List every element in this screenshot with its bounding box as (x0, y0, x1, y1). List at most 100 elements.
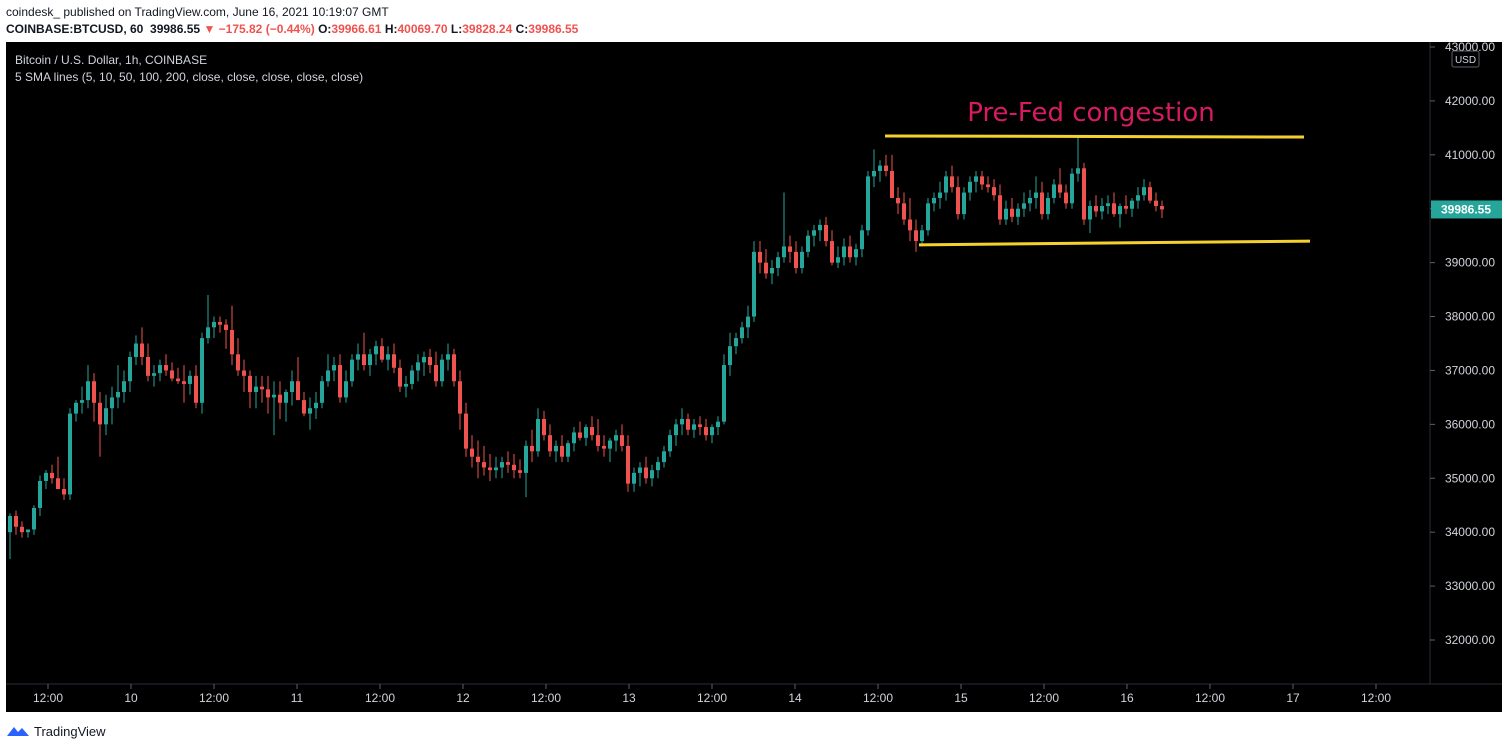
candle-body[interactable] (392, 354, 396, 368)
candle-body[interactable] (476, 456, 480, 463)
candle-body[interactable] (1130, 200, 1134, 209)
candle-body[interactable] (176, 378, 180, 382)
candle-body[interactable] (332, 365, 336, 371)
candle-body[interactable] (356, 354, 360, 360)
candle-body[interactable] (764, 262, 768, 274)
candle-body[interactable] (638, 467, 642, 473)
support-line[interactable] (918, 239, 1311, 247)
candle-body[interactable] (230, 330, 234, 355)
candle-body[interactable] (1070, 173, 1074, 204)
candle-body[interactable] (974, 176, 978, 182)
candle-body[interactable] (866, 176, 870, 231)
indicator-label[interactable]: 5 SMA lines (5, 10, 50, 100, 200, close,… (15, 70, 363, 84)
candle-body[interactable] (278, 394, 282, 403)
candle-body[interactable] (290, 381, 294, 393)
candle-body[interactable] (80, 400, 84, 403)
candle-body[interactable] (386, 354, 390, 360)
candle-body[interactable] (164, 365, 168, 371)
candle-body[interactable] (422, 356, 426, 363)
candle-body[interactable] (266, 389, 270, 398)
candle-body[interactable] (986, 184, 990, 188)
candle-body[interactable] (542, 418, 546, 436)
candle-body[interactable] (548, 435, 552, 452)
candle-body[interactable] (350, 359, 354, 382)
candle-body[interactable] (284, 392, 288, 403)
candle-body[interactable] (836, 257, 840, 263)
candle-body[interactable] (428, 356, 432, 366)
candle-body[interactable] (938, 192, 942, 198)
candle-body[interactable] (326, 370, 330, 382)
candle-body[interactable] (1076, 168, 1080, 174)
candle-body[interactable] (914, 230, 918, 242)
candle-body[interactable] (632, 472, 636, 484)
candle-body[interactable] (1010, 208, 1014, 217)
candle-body[interactable] (128, 356, 132, 382)
candle-body[interactable] (698, 424, 702, 428)
candle-body[interactable] (488, 467, 492, 471)
candle-body[interactable] (416, 362, 420, 371)
candle-body[interactable] (242, 370, 246, 376)
candle-body[interactable] (662, 451, 666, 463)
candle-body[interactable] (452, 354, 456, 382)
chart-area[interactable] (6, 42, 1502, 712)
candle-body[interactable] (854, 249, 858, 258)
candle-body[interactable] (962, 192, 966, 215)
candle-body[interactable] (194, 375, 198, 403)
author-name[interactable]: coindesk_ (6, 5, 61, 19)
candle-body[interactable] (1004, 208, 1008, 220)
candle-body[interactable] (134, 343, 138, 357)
candle-body[interactable] (1094, 206, 1098, 212)
candle-body[interactable] (992, 187, 996, 196)
candle-body[interactable] (530, 445, 534, 452)
candle-body[interactable] (1106, 203, 1110, 207)
candle-body[interactable] (848, 246, 852, 258)
candle-body[interactable] (602, 445, 606, 449)
candle-body[interactable] (482, 462, 486, 468)
candle-body[interactable] (512, 464, 516, 471)
candle-body[interactable] (692, 424, 696, 430)
candlestick-chart[interactable]: Pre-Fed congestion Bitcoin / U.S. Dollar… (6, 42, 1502, 712)
candle-body[interactable] (122, 381, 126, 393)
candle-body[interactable] (68, 413, 72, 495)
candle-body[interactable] (470, 448, 474, 457)
candle-body[interactable] (224, 324, 228, 331)
candle-body[interactable] (1082, 168, 1086, 220)
candle-body[interactable] (116, 392, 120, 398)
candle-body[interactable] (218, 321, 222, 325)
candle-body[interactable] (722, 365, 726, 422)
candle-body[interactable] (572, 432, 576, 444)
candle-body[interactable] (884, 165, 888, 171)
candle-body[interactable] (908, 219, 912, 231)
candle-body[interactable] (980, 176, 984, 185)
candle-body[interactable] (20, 526, 24, 533)
candle-body[interactable] (368, 354, 372, 366)
candle-body[interactable] (50, 472, 54, 479)
candle-body[interactable] (1046, 197, 1050, 215)
candle-body[interactable] (494, 467, 498, 471)
candle-body[interactable] (686, 418, 690, 430)
candle-body[interactable] (890, 170, 894, 198)
candle-body[interactable] (944, 176, 948, 193)
candle-body[interactable] (338, 365, 342, 398)
candle-body[interactable] (158, 365, 162, 374)
candle-body[interactable] (146, 356, 150, 376)
candle-body[interactable] (668, 435, 672, 452)
candle-body[interactable] (74, 402, 78, 414)
candle-body[interactable] (374, 346, 378, 355)
candle-body[interactable] (620, 435, 624, 446)
candle-body[interactable] (596, 435, 600, 446)
candle-body[interactable] (1142, 187, 1146, 196)
resistance-line[interactable] (884, 134, 1305, 139)
candle-body[interactable] (950, 176, 954, 188)
candle-body[interactable] (464, 413, 468, 449)
candle-body[interactable] (800, 251, 804, 269)
candle-body[interactable] (656, 462, 660, 471)
candle-body[interactable] (152, 373, 156, 376)
candle-body[interactable] (446, 354, 450, 360)
candle-body[interactable] (770, 268, 774, 274)
candle-body[interactable] (302, 400, 306, 414)
candle-body[interactable] (308, 408, 312, 414)
candle-body[interactable] (812, 230, 816, 236)
candle-body[interactable] (404, 383, 408, 387)
candle-body[interactable] (1052, 184, 1056, 198)
